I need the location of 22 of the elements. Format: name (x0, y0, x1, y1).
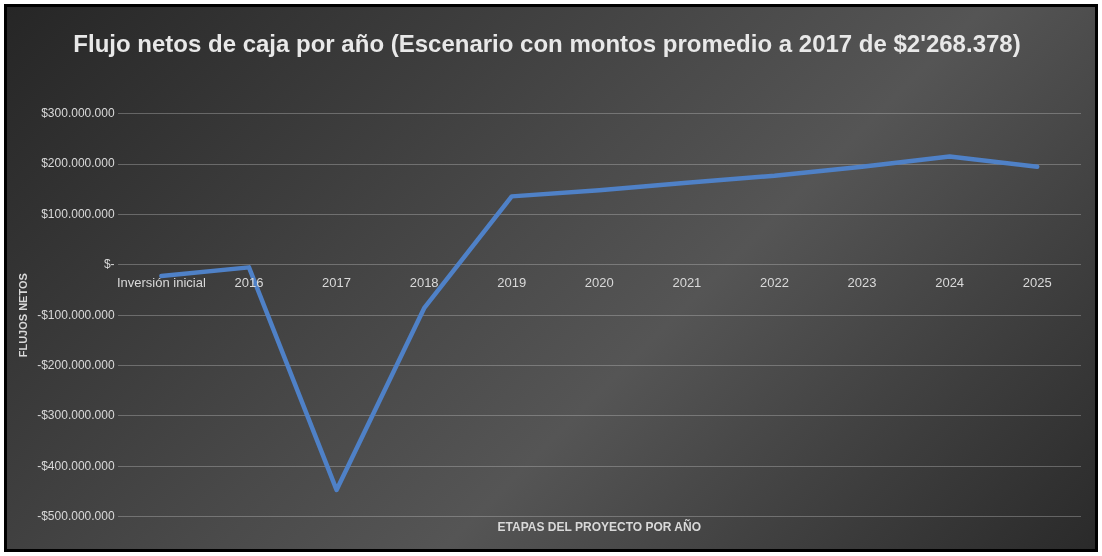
y-axis-title: FLUJOS NETOS (16, 273, 29, 358)
y-tick-label: -$300.000.000 (37, 408, 115, 423)
x-tick-label: 2025 (1022, 275, 1052, 291)
chart-title: Flujo netos de caja por año (Escenario con montos promedio a 2017 de $2'268.378) (73, 30, 1021, 58)
y-tick-label: -$100.000.000 (37, 307, 115, 322)
y-tick-label: $- (103, 257, 115, 272)
x-tick-label: 2020 (584, 275, 614, 291)
y-tick-label: -$400.000.000 (37, 458, 115, 473)
x-tick-label: 2024 (935, 275, 965, 291)
x-tick-label: 2022 (760, 275, 789, 291)
x-tick-label: 2018 (409, 275, 439, 291)
x-tick-label: 2017 (322, 275, 352, 291)
y-tick-label: $100.000.000 (41, 206, 115, 221)
x-tick-label: Inversión inicial (116, 275, 206, 291)
x-tick-label: 2023 (847, 275, 877, 291)
y-tick-label: -$500.000.000 (37, 508, 115, 523)
x-tick-label: 2019 (497, 275, 527, 291)
x-axis-title: ETAPAS DEL PROYECTO POR AÑO (497, 519, 701, 535)
y-tick-label: -$200.000.000 (37, 357, 115, 372)
x-tick-label: 2021 (672, 275, 702, 291)
y-tick-label: $300.000.000 (41, 106, 115, 121)
y-tick-label: $200.000.000 (41, 156, 115, 171)
